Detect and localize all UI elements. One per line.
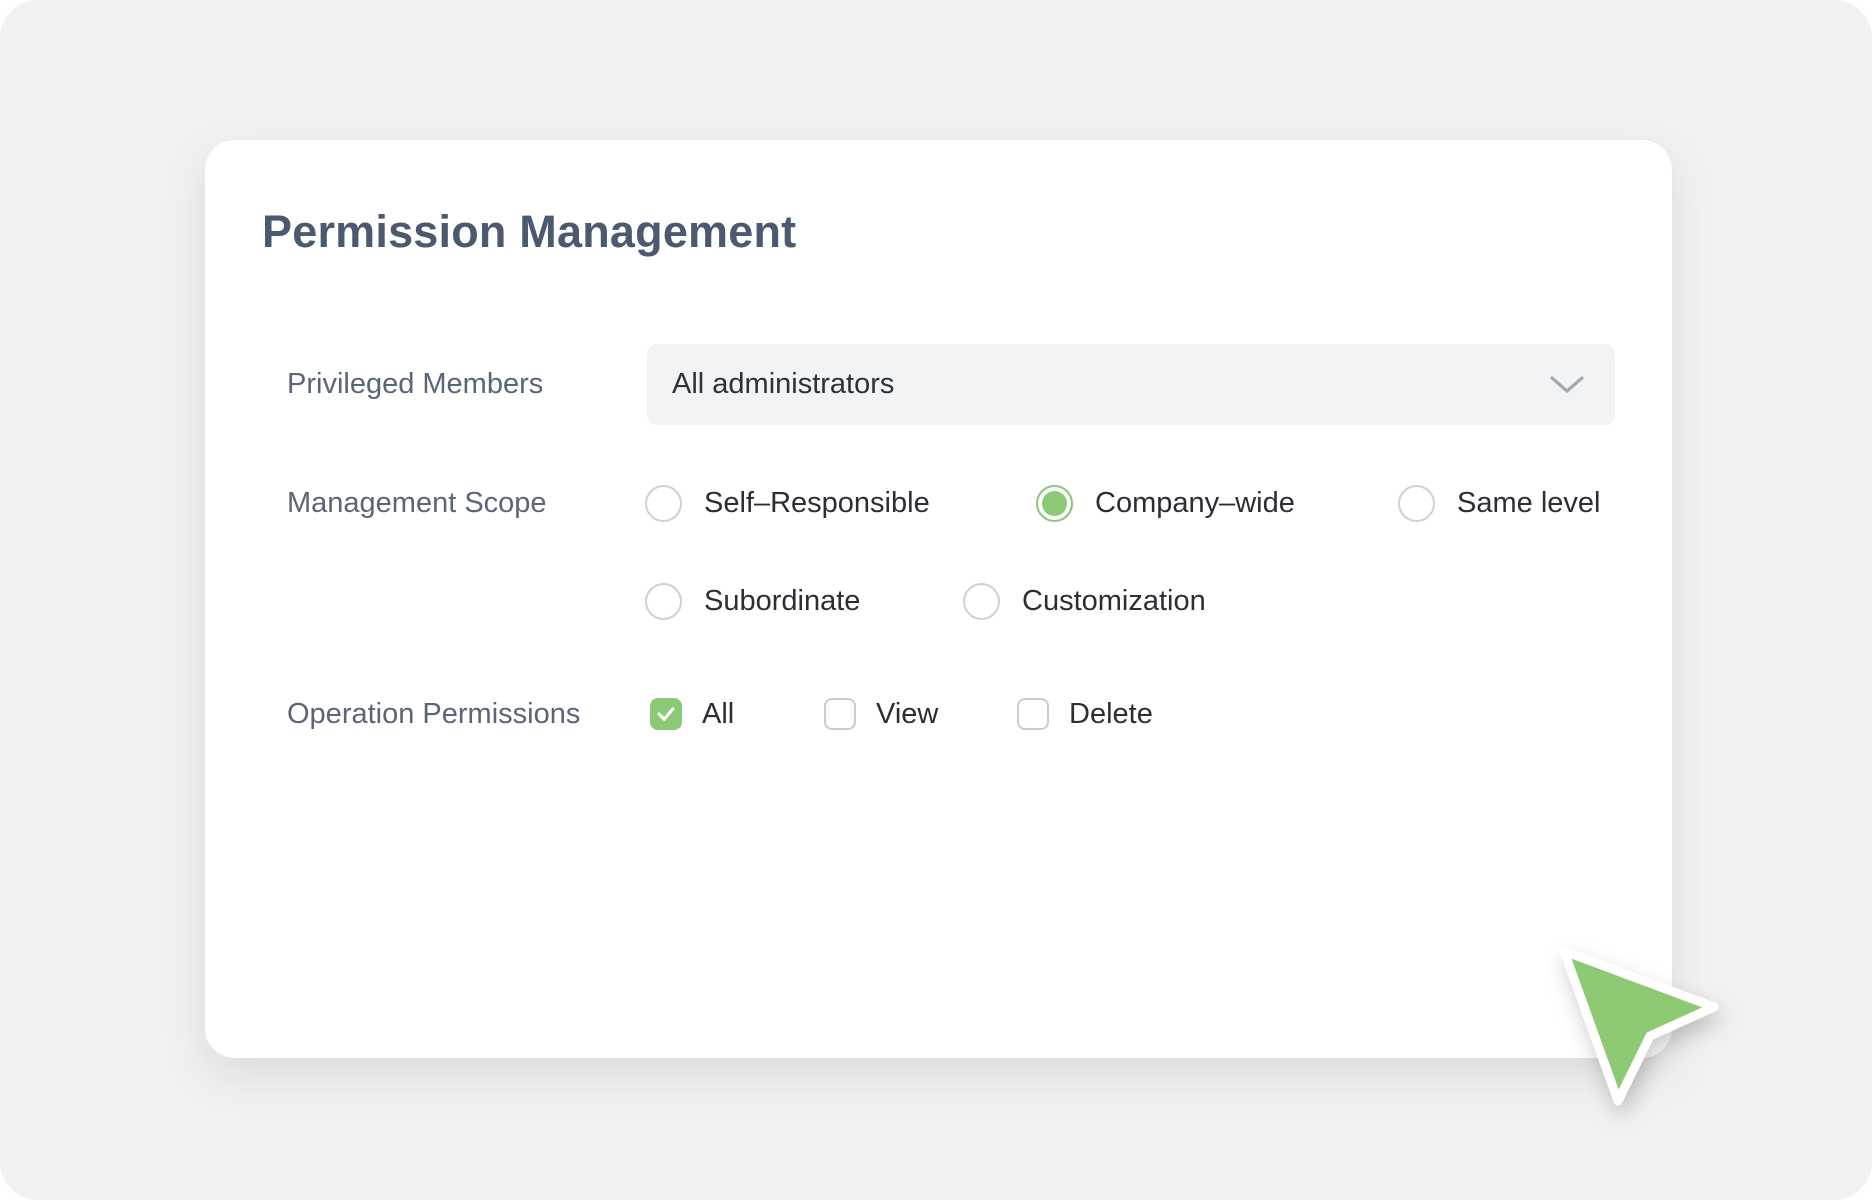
radio-option-label: Subordinate — [704, 584, 861, 617]
checkbox-option-label: Delete — [1069, 697, 1153, 730]
management-scope-row: Management Scope Self–Responsible Compan… — [205, 484, 1672, 522]
radio-option-subordinate[interactable]: Subordinate — [645, 582, 860, 620]
checkbox-option-label: View — [876, 697, 939, 730]
radio-icon — [1398, 484, 1435, 522]
radio-option-label: Company–wide — [1095, 486, 1295, 519]
privileged-members-selected-value: All administrators — [672, 368, 895, 400]
radio-option-same-level[interactable]: Same level — [1398, 484, 1600, 522]
operation-permissions-label: Operation Permissions — [287, 697, 581, 730]
radio-icon — [963, 582, 1000, 620]
radio-option-self-responsible[interactable]: Self–Responsible — [645, 484, 930, 522]
management-scope-row-2: Subordinate Customization — [205, 582, 1672, 620]
radio-selected-icon — [1036, 484, 1073, 522]
checkbox-option-label: All — [702, 697, 735, 730]
checkbox-icon — [824, 698, 856, 730]
checkbox-icon — [1017, 698, 1049, 730]
chevron-down-icon — [1550, 375, 1584, 393]
page-title: Permission Management — [262, 206, 797, 257]
radio-option-label: Same level — [1457, 486, 1601, 519]
checkbox-option-delete[interactable]: Delete — [1017, 698, 1153, 730]
management-scope-label: Management Scope — [287, 486, 547, 519]
radio-option-label: Customization — [1022, 584, 1206, 617]
radio-icon — [645, 582, 682, 620]
radio-option-customization[interactable]: Customization — [963, 582, 1206, 620]
operation-permissions-row: Operation Permissions All View — [205, 698, 1672, 730]
checkbox-option-view[interactable]: View — [824, 698, 938, 730]
checkbox-option-all[interactable]: All — [650, 698, 734, 730]
privileged-members-row: Privileged Members All administrators — [205, 344, 1672, 425]
radio-option-label: Self–Responsible — [704, 486, 930, 519]
privileged-members-select[interactable]: All administrators — [647, 344, 1615, 425]
privileged-members-label: Privileged Members — [287, 368, 544, 400]
checkbox-checked-icon — [650, 698, 682, 730]
radio-option-company-wide[interactable]: Company–wide — [1036, 484, 1295, 522]
radio-icon — [645, 484, 682, 522]
permission-management-card: Permission Management Privileged Members… — [205, 140, 1672, 1058]
